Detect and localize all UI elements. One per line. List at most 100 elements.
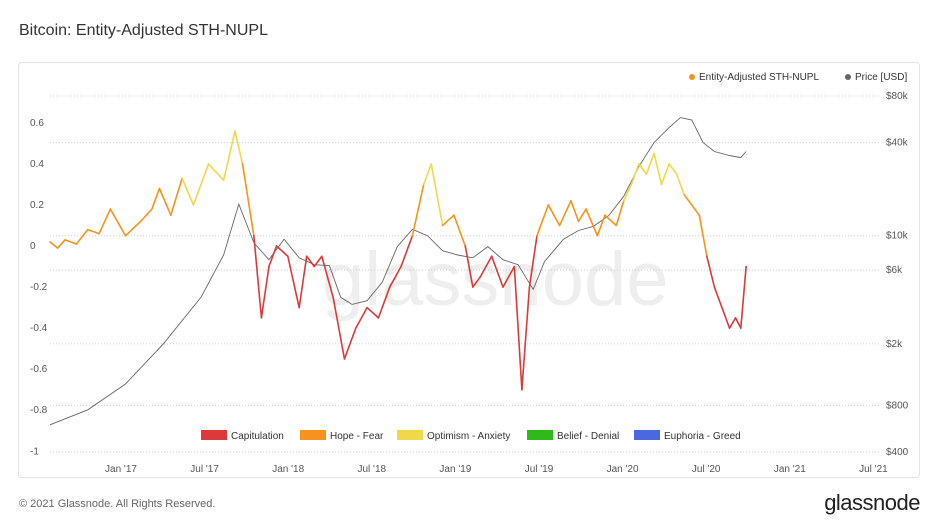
zone-swatch-capitulation — [201, 430, 227, 440]
nupl-segment — [713, 286, 723, 309]
nupl-segment — [124, 220, 142, 237]
legend-label-price: Price [USD] — [855, 72, 907, 83]
left-tick-label: -0.6 — [30, 364, 48, 375]
nupl-segment — [287, 255, 300, 309]
nupl-segment — [441, 214, 455, 227]
zone-legend: Capitulation Hope - Fear Optimism - Anxi… — [201, 430, 741, 442]
nupl-segment — [260, 265, 270, 319]
nupl-segment — [577, 208, 587, 223]
x-tick-label: Jul '21 — [859, 464, 888, 475]
x-tick-label: Jul '20 — [692, 464, 721, 475]
left-tick-label: 0 — [30, 241, 36, 252]
nupl-segment — [430, 163, 444, 227]
nupl-segment — [192, 163, 210, 206]
left-tick-label: -1 — [30, 446, 39, 457]
legend-marker-price — [845, 74, 851, 80]
zone-label-belief-denial: Belief - Denial — [557, 431, 619, 442]
nupl-segment — [377, 286, 391, 319]
nupl-segment — [320, 255, 334, 299]
chart-watermark: glassnode — [322, 237, 669, 322]
nupl-segment — [653, 152, 663, 186]
top-legend: Entity-Adjusted STH-NUPL Price [USD] — [689, 72, 907, 83]
nupl-segment — [668, 163, 678, 175]
nupl-segment — [253, 234, 263, 319]
left-axis: 0.6 0.4 0.2 0 -0.2 -0.4 -0.6 -0.8 -1 — [30, 118, 48, 457]
nupl-segment — [728, 317, 737, 329]
glassnode-logo: glassnode — [824, 490, 920, 515]
nupl-segment — [490, 255, 504, 288]
nupl-segment — [400, 234, 414, 268]
nupl-segment — [151, 187, 161, 210]
right-tick-label: $2k — [886, 339, 903, 350]
nupl-segment — [268, 245, 278, 268]
nupl-segment — [502, 265, 516, 288]
nupl-segment — [388, 265, 402, 288]
zone-swatch-hope-fear — [300, 430, 326, 440]
nupl-segment — [86, 228, 100, 235]
x-tick-label: Jan '19 — [439, 464, 471, 475]
nupl-segment — [313, 255, 323, 268]
zone-label-hope-fear: Hope - Fear — [330, 431, 384, 442]
nupl-segment — [734, 317, 742, 329]
nupl-segment — [570, 200, 580, 223]
right-tick-label: $40k — [886, 138, 909, 149]
nupl-segment — [536, 204, 550, 237]
nupl-segment — [585, 208, 599, 237]
nupl-segment — [558, 200, 572, 227]
x-tick-label: Jan '21 — [774, 464, 806, 475]
zone-label-euphoria-greed: Euphoria - Greed — [664, 431, 741, 442]
nupl-segment — [354, 306, 368, 329]
left-tick-label: 0.2 — [30, 200, 44, 211]
left-tick-label: -0.4 — [30, 323, 48, 334]
zone-label-optimism-anxiety: Optimism - Anxiety — [427, 431, 510, 442]
nupl-segment — [170, 177, 183, 217]
nupl-segment — [547, 204, 561, 227]
zone-swatch-euphoria-greed — [634, 430, 660, 440]
nupl-segment — [75, 228, 89, 245]
nupl-segment — [275, 245, 289, 258]
nupl-segment — [604, 214, 618, 227]
nupl-segment — [464, 245, 474, 288]
nupl-segment — [690, 204, 701, 217]
nupl-segment — [706, 255, 716, 288]
page-title: Bitcoin: Entity-Adjusted STH-NUPL — [19, 22, 268, 39]
nupl-segment — [513, 265, 523, 391]
x-tick-label: Jan '18 — [272, 464, 304, 475]
x-tick-label: Jan '17 — [105, 464, 137, 475]
nupl-segment — [521, 286, 531, 391]
zone-swatch-belief-denial — [527, 430, 553, 440]
nupl-segment — [622, 183, 633, 202]
nupl-series — [49, 130, 747, 391]
nupl-segment — [207, 163, 225, 182]
right-tick-label: $6k — [886, 265, 903, 276]
nupl-segment — [298, 255, 308, 309]
nupl-segment — [411, 183, 425, 237]
nupl-segment — [109, 208, 127, 237]
nupl-segment — [158, 187, 172, 217]
nupl-segment — [332, 296, 346, 360]
x-axis: Jan '17 Jul '17 Jan '18 Jul '18 Jan '19 Jul '… — [105, 464, 888, 475]
zone-label-capitulation: Capitulation — [231, 431, 284, 442]
legend-label-nupl: Entity-Adjusted STH-NUPL — [699, 72, 819, 83]
nupl-segment — [471, 275, 482, 288]
nupl-segment — [181, 177, 195, 206]
nupl-segment — [638, 163, 648, 175]
nupl-segment — [596, 214, 606, 237]
left-tick-label: -0.8 — [30, 405, 48, 416]
x-tick-label: Jul '19 — [525, 464, 554, 475]
nupl-segment — [615, 200, 625, 227]
zone-swatch-optimism-anxiety — [397, 430, 423, 440]
right-tick-label: $400 — [886, 447, 909, 458]
right-tick-label: $10k — [886, 231, 909, 242]
nupl-segment — [528, 234, 538, 288]
nupl-segment — [630, 163, 640, 186]
nupl-segment — [645, 152, 655, 175]
nupl-segment — [683, 193, 693, 206]
nupl-segment — [453, 214, 467, 247]
nupl-segment — [305, 255, 316, 268]
nupl-segment — [366, 306, 380, 319]
left-tick-label: 0.4 — [30, 159, 44, 170]
nupl-segment — [479, 255, 493, 278]
